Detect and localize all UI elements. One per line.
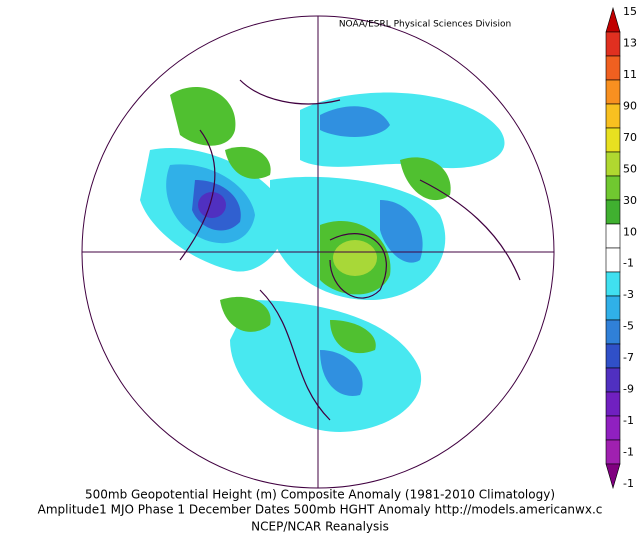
colorbar-box [605, 151, 621, 177]
colorbar-box [605, 415, 621, 441]
colorbar-label: 13 [623, 36, 637, 49]
colorbar-box [605, 391, 621, 417]
colorbar-box [605, 343, 621, 369]
colorbar-box [605, 367, 621, 393]
caption: 500mb Geopotential Height (m) Composite … [85, 488, 555, 502]
colorbar-box [605, 247, 621, 273]
colorbar-box [605, 127, 621, 153]
colorbar-box [605, 103, 621, 129]
colorbar-box [605, 439, 621, 465]
colorbar-label: -7 [623, 351, 634, 364]
caption: Amplitude1 MJO Phase 1 December Dates 50… [38, 503, 603, 517]
colorbar-label: 11 [623, 68, 637, 81]
colorbar-label: -1 [623, 477, 634, 490]
colorbar-box [605, 175, 621, 201]
colorbar-label: 70 [623, 131, 637, 144]
colorbar-label: 50 [623, 162, 637, 175]
colorbar-box [605, 271, 621, 297]
colorbar-label: -3 [623, 288, 634, 301]
colorbar-arrow [605, 463, 621, 490]
colorbar-box [605, 319, 621, 345]
colorbar-arrow [605, 6, 621, 33]
colorbar-label: -1 [623, 257, 634, 270]
colorbar-label: 15 [623, 5, 637, 18]
colorbar-label: -9 [623, 383, 634, 396]
colorbar: 15 13 11 90 70 50 30 10 -1 -3 -5 -7 -9 -1 -1 -1 [605, 5, 637, 490]
map-frame [81, 15, 555, 489]
colorbar-label: -1 [623, 446, 634, 459]
anomaly-field [82, 16, 554, 488]
colorbar-label: 10 [623, 225, 637, 238]
colorbar-box [605, 199, 621, 225]
colorbar-box [605, 223, 621, 249]
colorbar-label: -1 [623, 414, 634, 427]
colorbar-box [605, 55, 621, 81]
colorbar-label: 30 [623, 194, 637, 207]
colorbar-box [605, 31, 621, 57]
colorbar-label: -5 [623, 320, 634, 333]
colorbar-box [605, 79, 621, 105]
caption: NCEP/NCAR Reanalysis [251, 520, 389, 534]
credit: NOAA/ESRL Physical Sciences Division [339, 20, 511, 30]
colorbar-box [605, 295, 621, 321]
colorbar-label: 90 [623, 99, 637, 112]
